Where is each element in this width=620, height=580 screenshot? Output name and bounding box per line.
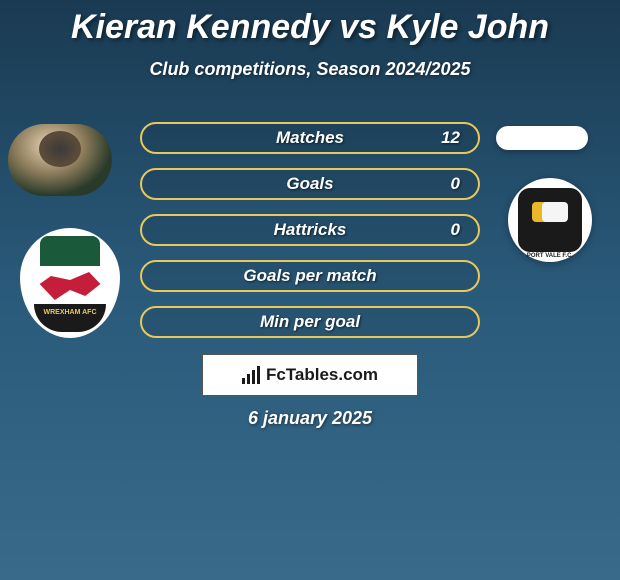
stat-label: Goals (286, 174, 333, 194)
club-badge-right: PORT VALE F.C. (508, 178, 592, 262)
badge-label: PORT VALE F.C. (508, 253, 592, 259)
badge-inner (518, 188, 582, 252)
badge-band-text: WREXHAM AFC (34, 304, 106, 332)
badge-top (40, 236, 100, 266)
stat-label: Matches (276, 128, 344, 148)
stat-value-left: 12 (441, 128, 460, 148)
badge-quarter-white (542, 202, 568, 222)
player-photo-left (8, 124, 112, 196)
stat-row-hattricks: Hattricks 0 (140, 214, 480, 246)
stat-label: Hattricks (274, 220, 347, 240)
stat-value-left: 0 (451, 220, 460, 240)
page-title: Kieran Kennedy vs Kyle John (0, 0, 620, 47)
bar-chart-icon (242, 366, 260, 384)
player-photo-right (496, 126, 588, 150)
stat-value-left: 0 (451, 174, 460, 194)
club-badge-left: WREXHAM AFC (20, 228, 120, 338)
shield-icon: WREXHAM AFC (20, 228, 120, 338)
stat-label: Goals per match (243, 266, 376, 286)
brand-badge: FcTables.com (202, 354, 418, 396)
stat-row-min-per-goal: Min per goal (140, 306, 480, 338)
stat-row-matches: Matches 12 (140, 122, 480, 154)
stats-list: Matches 12 Goals 0 Hattricks 0 Goals per… (140, 122, 480, 352)
dragon-icon (32, 268, 108, 308)
stat-row-goals: Goals 0 (140, 168, 480, 200)
stat-row-goals-per-match: Goals per match (140, 260, 480, 292)
brand-text: FcTables.com (266, 365, 378, 385)
date-text: 6 january 2025 (0, 408, 620, 429)
subtitle: Club competitions, Season 2024/2025 (0, 59, 620, 80)
stat-label: Min per goal (260, 312, 360, 332)
